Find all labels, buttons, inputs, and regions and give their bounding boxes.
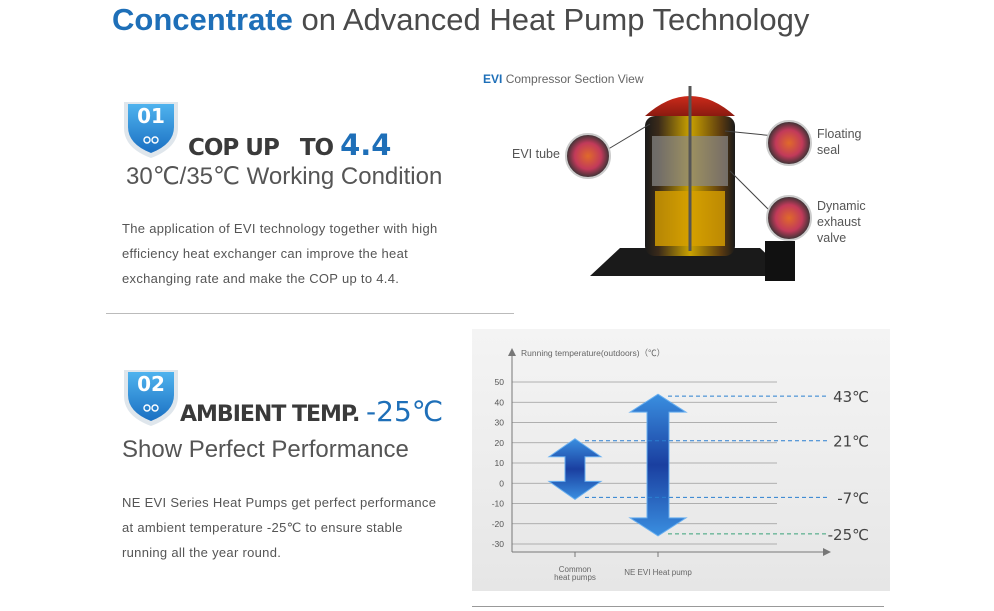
shield-badge-icon bbox=[124, 370, 178, 426]
badge-number: 01 bbox=[137, 104, 165, 128]
range-arrow-bar bbox=[628, 393, 688, 537]
label-exhaust-valve: Dynamic exhaust valve bbox=[817, 199, 866, 245]
figure-title: EVI Compressor Section View bbox=[483, 72, 644, 86]
x-category-label: NE EVI Heat pump bbox=[624, 568, 692, 577]
data-label: -7℃ bbox=[837, 489, 869, 507]
y-tick-label: -10 bbox=[492, 499, 505, 509]
y-tick-label: -30 bbox=[492, 539, 505, 549]
y-tick-label: -20 bbox=[492, 519, 505, 529]
feature-01-headline: COP UP TO 4.4 bbox=[188, 128, 391, 162]
feature-02-headline: AMBIENT TEMP. -25℃ bbox=[180, 395, 443, 428]
y-tick-label: 40 bbox=[495, 397, 505, 407]
label-evi-tube: EVI tube bbox=[512, 147, 560, 161]
feature-02-badge: 02 bbox=[120, 366, 182, 426]
data-label: 43℃ bbox=[833, 388, 869, 406]
data-label: 21℃ bbox=[833, 433, 869, 451]
section-divider bbox=[106, 313, 514, 314]
feature-02-description: NE EVI Series Heat Pumps get perfect per… bbox=[122, 495, 437, 560]
range-arrow-bar bbox=[547, 438, 603, 501]
figure-title-rest: Compressor Section View bbox=[505, 72, 644, 86]
label-floating-seal: Floating seal bbox=[817, 127, 862, 157]
feature-01-description: The application of EVI technology togeth… bbox=[122, 221, 438, 286]
title-highlight: Concentrate bbox=[112, 2, 293, 37]
feature-01-badge: 01 bbox=[120, 98, 182, 158]
badge-number: 02 bbox=[137, 372, 165, 396]
compressor-section-illustration bbox=[565, 86, 812, 281]
figure-title-bold: EVI bbox=[483, 72, 503, 86]
y-tick-label: 30 bbox=[495, 418, 505, 428]
y-tick-label: 0 bbox=[499, 478, 504, 488]
feature-02-subtitle: Show Perfect Performance bbox=[122, 436, 409, 463]
chart-title: Running temperature(outdoors)（℃） bbox=[521, 348, 665, 358]
y-tick-label: 10 bbox=[495, 458, 505, 468]
chart-panel: Running temperature(outdoors)（℃） 50 40 30 20… bbox=[472, 329, 890, 591]
temperature-range-chart: Running temperature(outdoors)（℃） 50 40 30 20… bbox=[492, 348, 869, 582]
y-axis-arrow bbox=[508, 348, 516, 356]
data-label: -25℃ bbox=[828, 526, 869, 544]
headline-prefix: COP UP TO bbox=[188, 135, 334, 161]
x-axis-arrow bbox=[823, 548, 831, 556]
shield-badge-icon bbox=[124, 102, 178, 158]
headline-value: -25℃ bbox=[366, 395, 444, 428]
headline-prefix: AMBIENT TEMP. bbox=[180, 402, 360, 427]
y-tick-label: 50 bbox=[495, 377, 505, 387]
headline-value: 4.4 bbox=[340, 128, 392, 162]
bottom-divider bbox=[472, 606, 884, 607]
x-category-label: heat pumps bbox=[554, 573, 596, 582]
title-rest: on Advanced Heat Pump Technology bbox=[301, 2, 810, 37]
y-tick-label: 20 bbox=[495, 438, 505, 448]
page-title: Concentrate on Advanced Heat Pump Techno… bbox=[112, 2, 809, 38]
x-category-label: Common bbox=[559, 565, 591, 574]
feature-01-subtitle: 30℃/35℃ Working Condition bbox=[126, 163, 443, 190]
